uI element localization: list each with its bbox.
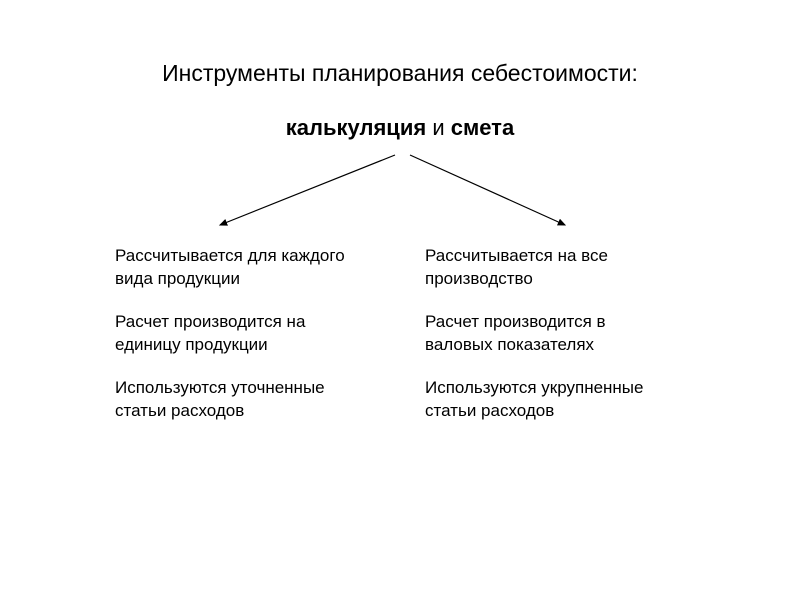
subtitle-term-1: калькуляция [286, 115, 426, 140]
subtitle-conjunction: и [426, 115, 451, 140]
list-item: Расчет производится на единицу продукции [115, 311, 365, 357]
subtitle-term-2: смета [451, 115, 514, 140]
list-item: Рассчитывается для каждого вида продукци… [115, 245, 365, 291]
slide-title: Инструменты планирования себестоимости: [0, 60, 800, 87]
branch-arrows [0, 150, 800, 240]
list-item: Используются уточненные статьи расходов [115, 377, 365, 423]
slide: Инструменты планирования себестоимости: … [0, 0, 800, 600]
column-right: Рассчитывается на все производство Расче… [425, 245, 675, 423]
columns: Рассчитывается для каждого вида продукци… [0, 245, 800, 423]
arrow-left-icon [220, 155, 395, 225]
list-item: Используются укрупненные статьи расходов [425, 377, 675, 423]
arrow-right-icon [410, 155, 565, 225]
list-item: Рассчитывается на все производство [425, 245, 675, 291]
list-item: Расчет производится в валовых показателя… [425, 311, 675, 357]
column-left: Рассчитывается для каждого вида продукци… [115, 245, 365, 423]
slide-subtitle: калькуляция и смета [0, 115, 800, 141]
